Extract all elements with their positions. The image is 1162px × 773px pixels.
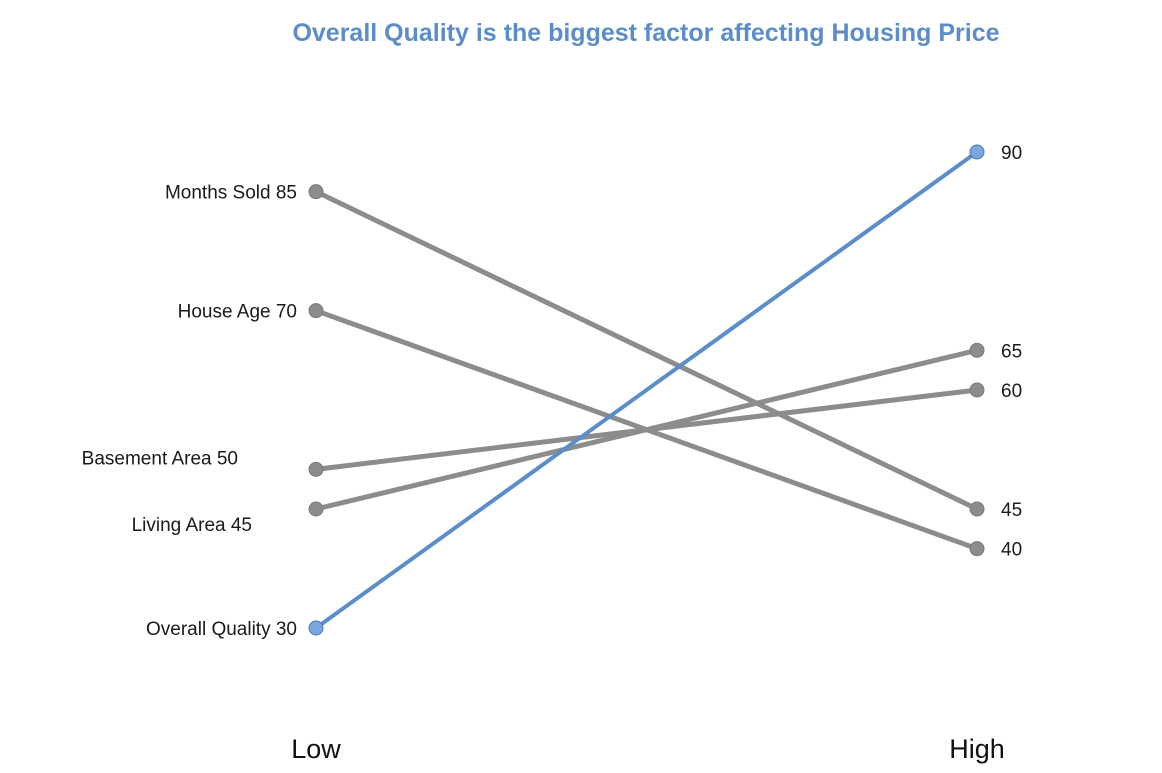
series-line-living-area bbox=[313, 347, 980, 512]
right-label-basement-area: 60 bbox=[1001, 381, 1022, 402]
right-label-house-age: 40 bbox=[1001, 540, 1022, 561]
left-label-overall-quality: Overall Quality 30 bbox=[146, 619, 297, 640]
right-label-living-area: 65 bbox=[1001, 341, 1022, 362]
data-point-basement-area-low bbox=[308, 461, 324, 477]
series-line-months-sold bbox=[313, 189, 980, 512]
data-point-house-age-high bbox=[969, 541, 985, 557]
left-label-living-area: Living Area 45 bbox=[132, 515, 252, 536]
data-point-overall-quality-high bbox=[969, 144, 985, 160]
series-line-overall-quality bbox=[314, 150, 979, 630]
right-label-months-sold: 45 bbox=[1001, 500, 1022, 521]
data-point-living-area-high bbox=[969, 342, 985, 358]
left-label-basement-area: Basement Area 50 bbox=[82, 448, 238, 469]
x-tick-label-low: Low bbox=[291, 734, 341, 764]
data-point-overall-quality-low bbox=[308, 620, 324, 636]
data-point-living-area-low bbox=[308, 501, 324, 517]
data-point-house-age-low bbox=[308, 303, 324, 319]
x-tick-label-high: High bbox=[949, 734, 1005, 764]
right-label-overall-quality: 90 bbox=[1001, 143, 1022, 164]
chart-title: Overall Quality is the biggest factor af… bbox=[292, 19, 999, 47]
data-point-basement-area-high bbox=[969, 382, 985, 398]
left-label-months-sold: Months Sold 85 bbox=[165, 183, 297, 204]
series-lines bbox=[313, 150, 980, 630]
series-markers bbox=[308, 144, 985, 636]
series-labels: Months Sold 85 45 House Age 70 40 Basement A… bbox=[82, 143, 1022, 640]
left-label-house-age: House Age 70 bbox=[178, 302, 297, 323]
data-point-months-sold-high bbox=[969, 501, 985, 517]
data-point-months-sold-low bbox=[308, 184, 324, 200]
